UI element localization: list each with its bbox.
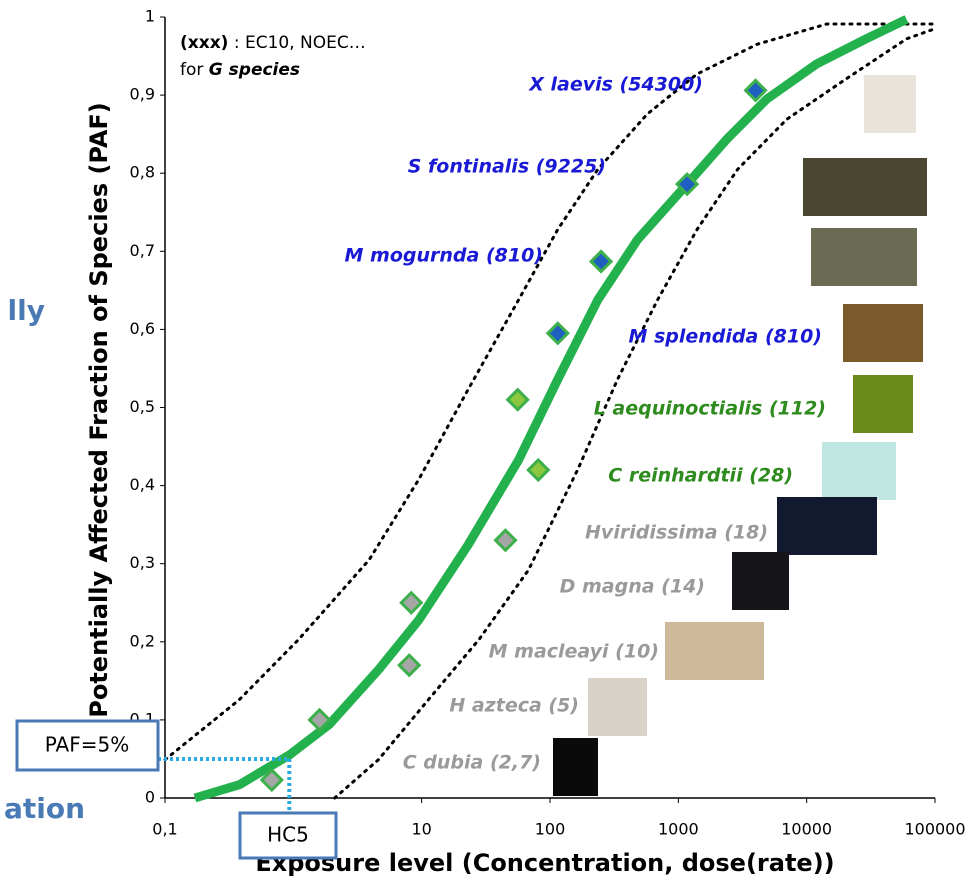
photo	[811, 228, 917, 286]
data-point	[505, 387, 530, 412]
x-tick-label: 0,1	[152, 820, 177, 839]
y-tick-label: 0,6	[130, 319, 155, 338]
photo	[843, 304, 923, 362]
species-label: S fontinalis (9225)	[408, 156, 606, 178]
data-point	[545, 321, 570, 346]
y-tick-label: 0,7	[130, 241, 155, 260]
x-tick-label: 100	[535, 820, 566, 839]
plot: 00,10,20,30,40,50,60,70,80,910,1 10 100 100…	[130, 7, 966, 839]
hc5-label: HC5	[267, 823, 309, 847]
photo	[803, 158, 927, 216]
hc5-box	[238, 811, 338, 860]
note: (xxx) : EC10, NOEC…	[180, 33, 366, 53]
species-label: H azteca (5)	[449, 695, 579, 717]
photo	[864, 75, 916, 133]
photo	[553, 738, 598, 796]
x-tick-label: 1000	[658, 820, 699, 839]
species-label: M splendida (810)	[628, 326, 822, 348]
x-axis-title: Exposure level (Concentration, dose(rate…	[255, 849, 834, 877]
series-line	[163, 22, 937, 762]
series-line	[333, 27, 937, 800]
data-point	[526, 457, 551, 483]
x-tick-label: 10	[411, 820, 431, 839]
y-axis-title: Potentially Affected Fraction of Species…	[85, 102, 113, 718]
overlay: PAF=5% HC5	[15, 719, 338, 860]
species-label: L aequinoctialis (112)	[594, 398, 826, 420]
photo	[777, 497, 877, 555]
species-label: M macleayi (10)	[489, 641, 659, 663]
y-tick-label: 0,2	[130, 631, 155, 650]
note: for G species	[180, 60, 300, 80]
species-label: C dubia (2,7)	[403, 752, 541, 774]
species-label: X laevis (54300)	[528, 74, 703, 96]
data-point	[743, 78, 768, 103]
note-part: G species	[209, 60, 300, 80]
y-tick-label: 0,9	[130, 85, 155, 104]
data-point	[307, 707, 332, 733]
side-text: ation	[4, 792, 85, 825]
photo	[822, 442, 896, 500]
y-tick-label: 0,5	[130, 397, 155, 416]
paf-box	[15, 719, 160, 772]
species-label: C reinhardtii (28)	[608, 465, 793, 487]
note-part: : EC10, NOEC…	[228, 33, 365, 53]
series-line	[193, 15, 909, 803]
y-tick-label: 1	[145, 7, 155, 26]
side-text: lly	[8, 294, 45, 327]
data-point	[399, 590, 424, 615]
species-label: D magna (14)	[560, 576, 705, 598]
photos	[553, 75, 927, 796]
photo	[665, 622, 764, 680]
data-point	[397, 653, 422, 678]
note-part: (xxx)	[180, 33, 228, 53]
data-point	[674, 172, 700, 197]
y-tick-label: 0,4	[130, 475, 155, 494]
species-label: M mogurnda (810)	[345, 245, 543, 267]
note-part: for	[180, 60, 209, 80]
photo	[588, 678, 647, 736]
data-point	[588, 249, 614, 274]
paf-label: PAF=5%	[45, 733, 129, 757]
y-tick-label: 0,8	[130, 163, 155, 182]
data-point	[493, 528, 518, 553]
x-tick-label: 10000	[781, 820, 832, 839]
data-point	[259, 767, 284, 793]
y-tick-label: 0,3	[130, 553, 155, 572]
x-tick-label: 100000	[904, 820, 965, 839]
species-label: Hviridissima (18)	[585, 522, 768, 544]
y-tick-label: 0	[145, 788, 155, 807]
photo	[732, 552, 789, 610]
photo	[853, 375, 913, 433]
